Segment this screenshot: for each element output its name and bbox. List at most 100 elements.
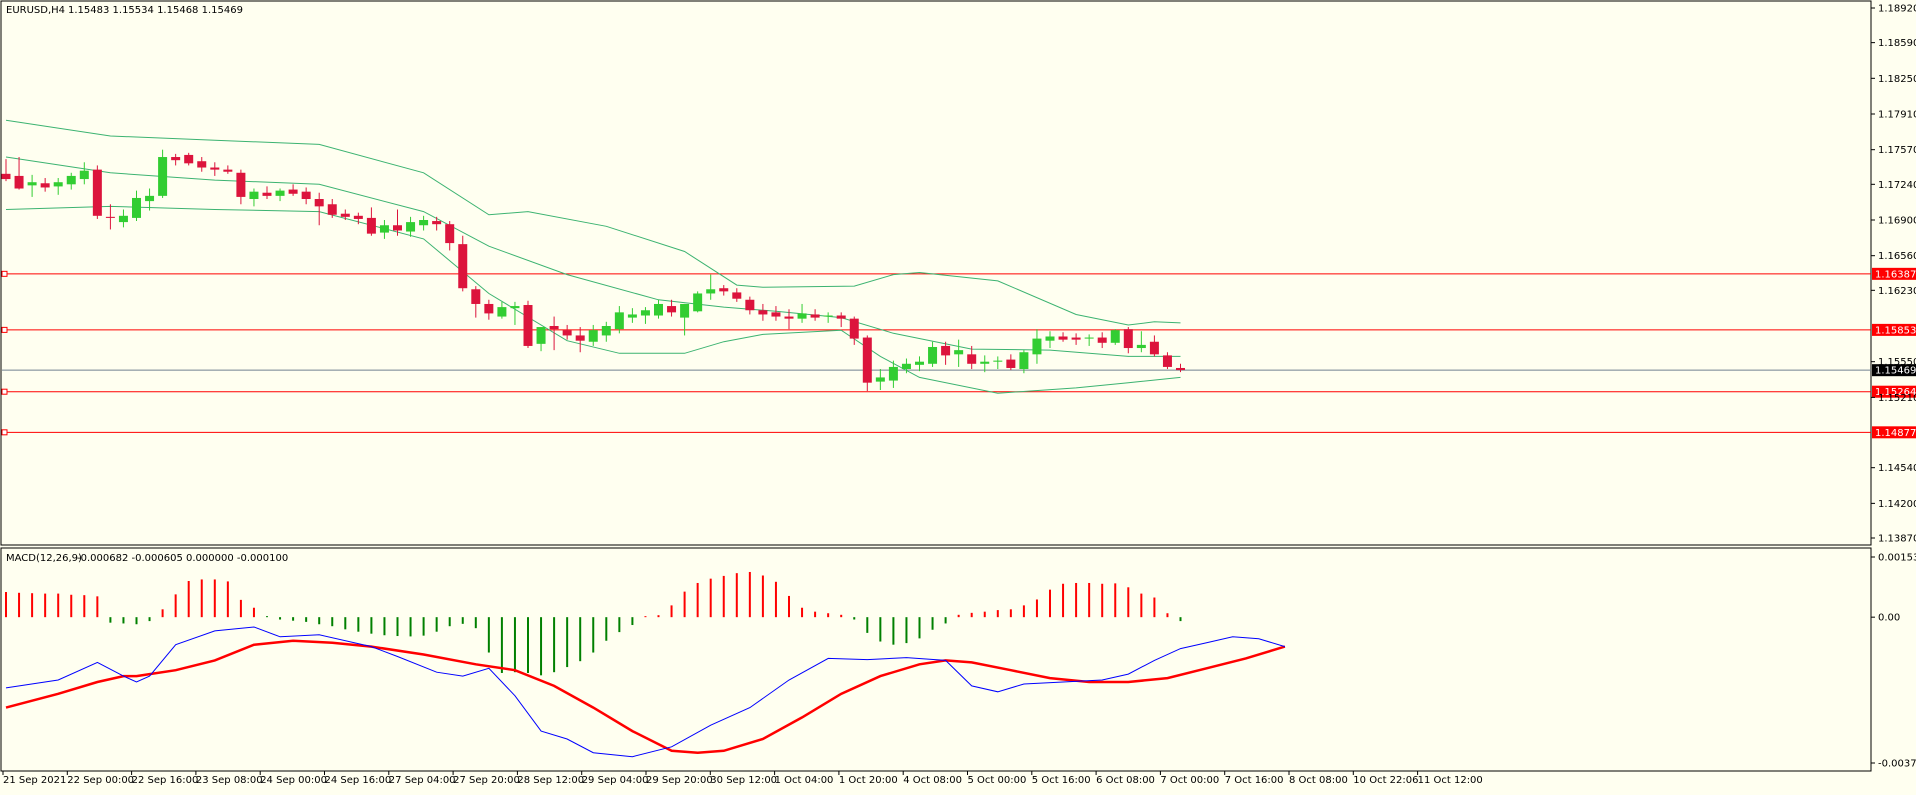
bullish-candle[interactable] [654, 303, 663, 316]
bullish-candle[interactable] [875, 377, 885, 382]
level-lines-layer[interactable]: 1.16387 1.15853 1.15264 1.14877 1.15469 [1, 267, 1916, 439]
level-line-handle[interactable] [1, 270, 8, 277]
level-line-handle[interactable] [1, 388, 8, 395]
bearish-candle[interactable] [471, 289, 481, 304]
bullish-candle[interactable] [249, 191, 259, 200]
bullish-candle[interactable] [901, 363, 911, 370]
bearish-candle[interactable] [197, 161, 207, 168]
bullish-candle[interactable] [1019, 352, 1029, 370]
bearish-candle[interactable] [393, 225, 402, 231]
bearish-candle[interactable] [236, 172, 246, 197]
bearish-candle[interactable] [327, 204, 337, 215]
bullish-candle[interactable] [53, 182, 63, 187]
bearish-candle[interactable] [223, 169, 233, 172]
bearish-candle[interactable] [549, 326, 559, 330]
bullish-candle[interactable] [693, 293, 703, 312]
level-line-handle[interactable] [1, 326, 8, 333]
bullish-candle[interactable] [627, 314, 637, 318]
bullish-candle[interactable] [640, 310, 650, 316]
bullish-candle[interactable] [118, 215, 128, 223]
bullish-candle[interactable] [419, 220, 429, 226]
bearish-candle[interactable] [301, 191, 311, 200]
candles-layer[interactable] [1, 149, 1186, 392]
macd-title: MACD(12,26,9) [6, 553, 82, 564]
bullish-candle[interactable] [27, 182, 37, 186]
bearish-candle[interactable] [771, 312, 781, 317]
bearish-candle[interactable] [105, 216, 115, 218]
bearish-candle[interactable] [458, 244, 468, 289]
bearish-candle[interactable] [262, 192, 272, 196]
bearish-candle[interactable] [941, 345, 951, 356]
bearish-candle[interactable] [1058, 336, 1068, 340]
bearish-candle[interactable] [1149, 341, 1159, 355]
bearish-candle[interactable] [432, 221, 442, 225]
bearish-candle[interactable] [1162, 355, 1172, 367]
bearish-candle[interactable] [40, 183, 50, 188]
bullish-candle[interactable] [275, 190, 285, 196]
bearish-candle[interactable] [732, 292, 742, 299]
bearish-candle[interactable] [92, 169, 102, 216]
bearish-candle[interactable] [1176, 367, 1185, 371]
bullish-candle[interactable] [797, 313, 807, 319]
bearish-candle[interactable] [314, 199, 324, 207]
level-line-handle[interactable] [1, 429, 8, 436]
bullish-candle[interactable] [888, 366, 898, 381]
bullish-candle[interactable] [132, 197, 141, 218]
bullish-candle[interactable] [588, 330, 598, 342]
bearish-candle[interactable] [484, 303, 494, 314]
bullish-candle[interactable] [928, 346, 938, 364]
bearish-candle[interactable] [719, 288, 729, 292]
bullish-candle[interactable] [680, 303, 690, 318]
bearish-candle[interactable] [171, 157, 181, 161]
bullish-candle[interactable] [1032, 338, 1042, 355]
bearish-candle[interactable] [862, 337, 872, 383]
bearish-candle[interactable] [184, 154, 194, 164]
bearish-candle[interactable] [288, 189, 298, 194]
bearish-candle[interactable] [667, 306, 677, 313]
bearish-candle[interactable] [523, 305, 533, 346]
bearish-candle[interactable] [445, 224, 455, 244]
bearish-candle[interactable] [784, 316, 794, 319]
bullish-candle[interactable] [158, 157, 168, 196]
bullish-candle[interactable] [823, 315, 833, 317]
bullish-candle[interactable] [993, 360, 1003, 362]
bullish-candle[interactable] [980, 361, 990, 364]
bullish-candle[interactable] [536, 327, 546, 344]
bullish-candle[interactable] [79, 170, 89, 180]
bullish-candle[interactable] [954, 350, 964, 355]
bearish-candle[interactable] [1123, 329, 1133, 349]
bearish-candle[interactable] [758, 310, 768, 315]
bullish-candle[interactable] [497, 307, 507, 317]
bullish-candle[interactable] [614, 312, 624, 330]
bullish-candle[interactable] [915, 361, 924, 365]
bearish-candle[interactable] [366, 217, 376, 234]
bullish-candle[interactable] [66, 175, 76, 185]
bearish-candle[interactable] [745, 299, 755, 311]
bearish-candle[interactable] [849, 318, 859, 339]
bullish-candle[interactable] [1136, 344, 1146, 349]
bearish-candle[interactable] [562, 330, 572, 336]
bearish-candle[interactable] [340, 213, 350, 217]
bullish-candle[interactable] [406, 222, 416, 232]
bearish-candle[interactable] [14, 175, 24, 189]
bullish-candle[interactable] [601, 326, 611, 336]
bullish-candle[interactable] [1110, 330, 1120, 343]
bearish-candle[interactable] [967, 354, 977, 364]
bearish-candle[interactable] [1097, 337, 1107, 343]
bearish-candle[interactable] [575, 335, 585, 341]
bearish-candle[interactable] [1006, 359, 1016, 368]
bullish-candle[interactable] [510, 306, 520, 309]
bullish-candle[interactable] [379, 225, 389, 233]
bearish-candle[interactable] [210, 167, 220, 170]
bullish-candle[interactable] [1045, 336, 1055, 341]
bullish-candle[interactable] [1084, 337, 1094, 339]
bearish-candle[interactable] [1071, 337, 1081, 340]
bullish-candle[interactable] [145, 195, 155, 202]
bearish-candle[interactable] [1, 173, 11, 180]
bullish-candle[interactable] [706, 289, 716, 294]
bearish-candle[interactable] [353, 215, 363, 219]
bearish-candle[interactable] [836, 315, 846, 319]
bearish-candle[interactable] [810, 314, 820, 318]
